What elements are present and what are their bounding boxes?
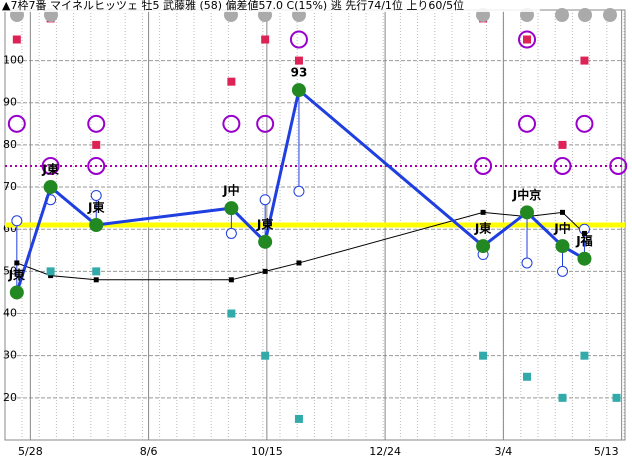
point	[261, 35, 270, 44]
point	[92, 267, 101, 276]
point	[87, 156, 106, 175]
x-tick-label: 12/24	[369, 445, 401, 458]
point-label: J東	[87, 200, 104, 215]
point	[520, 205, 535, 220]
point	[256, 114, 275, 133]
series-line	[16, 211, 585, 281]
point	[291, 83, 306, 98]
chart-title: ▲7枠7番 マイネルヒッツェ 牡5 武藤雅 (58) 偏差値57.0 C(15%…	[2, 0, 464, 12]
point	[227, 309, 236, 318]
x-tick-label: 10/15	[251, 445, 283, 458]
point-label: J東	[256, 216, 273, 231]
point-label: J東	[8, 267, 25, 282]
point-label: J中	[553, 221, 570, 236]
point	[296, 260, 302, 266]
point	[222, 114, 241, 133]
point	[609, 156, 628, 175]
point	[41, 156, 60, 175]
point-label: J中	[222, 183, 239, 198]
point	[474, 156, 493, 175]
point-label: J中京	[512, 187, 541, 202]
point	[14, 260, 20, 266]
point	[518, 114, 537, 133]
y-tick-label: 30	[3, 349, 17, 362]
point	[262, 268, 268, 274]
point-label: J東	[474, 221, 491, 236]
y-tick-label: 70	[3, 180, 17, 193]
point	[580, 56, 589, 65]
point	[48, 273, 54, 279]
point	[575, 114, 594, 133]
point	[43, 180, 58, 195]
point	[289, 30, 308, 49]
point	[577, 251, 592, 266]
point	[294, 56, 303, 65]
point	[227, 77, 236, 86]
point	[293, 185, 305, 197]
point	[259, 194, 271, 206]
point	[556, 265, 568, 277]
point	[555, 239, 570, 254]
point	[559, 209, 565, 215]
point	[261, 351, 270, 360]
point	[518, 30, 537, 49]
point-label: J東	[41, 162, 58, 177]
point-label: 93	[291, 66, 308, 80]
point	[225, 227, 237, 239]
point	[523, 35, 532, 44]
point	[9, 285, 24, 300]
y-tick-label: 80	[3, 138, 17, 151]
point	[553, 156, 572, 175]
point	[558, 393, 567, 402]
x-tick-label: 3/4	[495, 445, 513, 458]
point	[580, 351, 589, 360]
y-tick-label: 40	[3, 307, 17, 320]
point	[93, 277, 99, 283]
point	[521, 257, 533, 269]
y-tick-label: 90	[3, 96, 17, 109]
point	[581, 230, 587, 236]
marks: J東 J東 J東 J中 J東 93 J東 J中京 J中 J福	[5, 14, 628, 423]
y-tick-label: 20	[3, 391, 17, 404]
point	[294, 414, 303, 423]
point	[46, 267, 55, 276]
point	[476, 239, 491, 254]
point	[228, 277, 234, 283]
point	[11, 215, 23, 227]
point	[479, 351, 488, 360]
y-tick-label: 100	[3, 54, 24, 67]
point	[612, 393, 621, 402]
point	[87, 114, 106, 133]
x-tick-label: 8/6	[140, 445, 158, 458]
point	[523, 372, 532, 381]
point	[7, 114, 26, 133]
point	[92, 140, 101, 149]
point	[224, 201, 239, 216]
point	[12, 35, 21, 44]
point	[89, 218, 104, 232]
title-bg	[0, 0, 540, 12]
series-line	[15, 87, 586, 293]
y-tick-label: 50	[3, 264, 17, 277]
x-tick-label: 5/13	[594, 445, 619, 458]
point-label: J福	[575, 233, 592, 248]
point	[90, 189, 102, 201]
x-tick-label: 5/28	[18, 445, 43, 458]
point	[480, 209, 486, 215]
point	[558, 140, 567, 149]
point	[258, 234, 273, 249]
